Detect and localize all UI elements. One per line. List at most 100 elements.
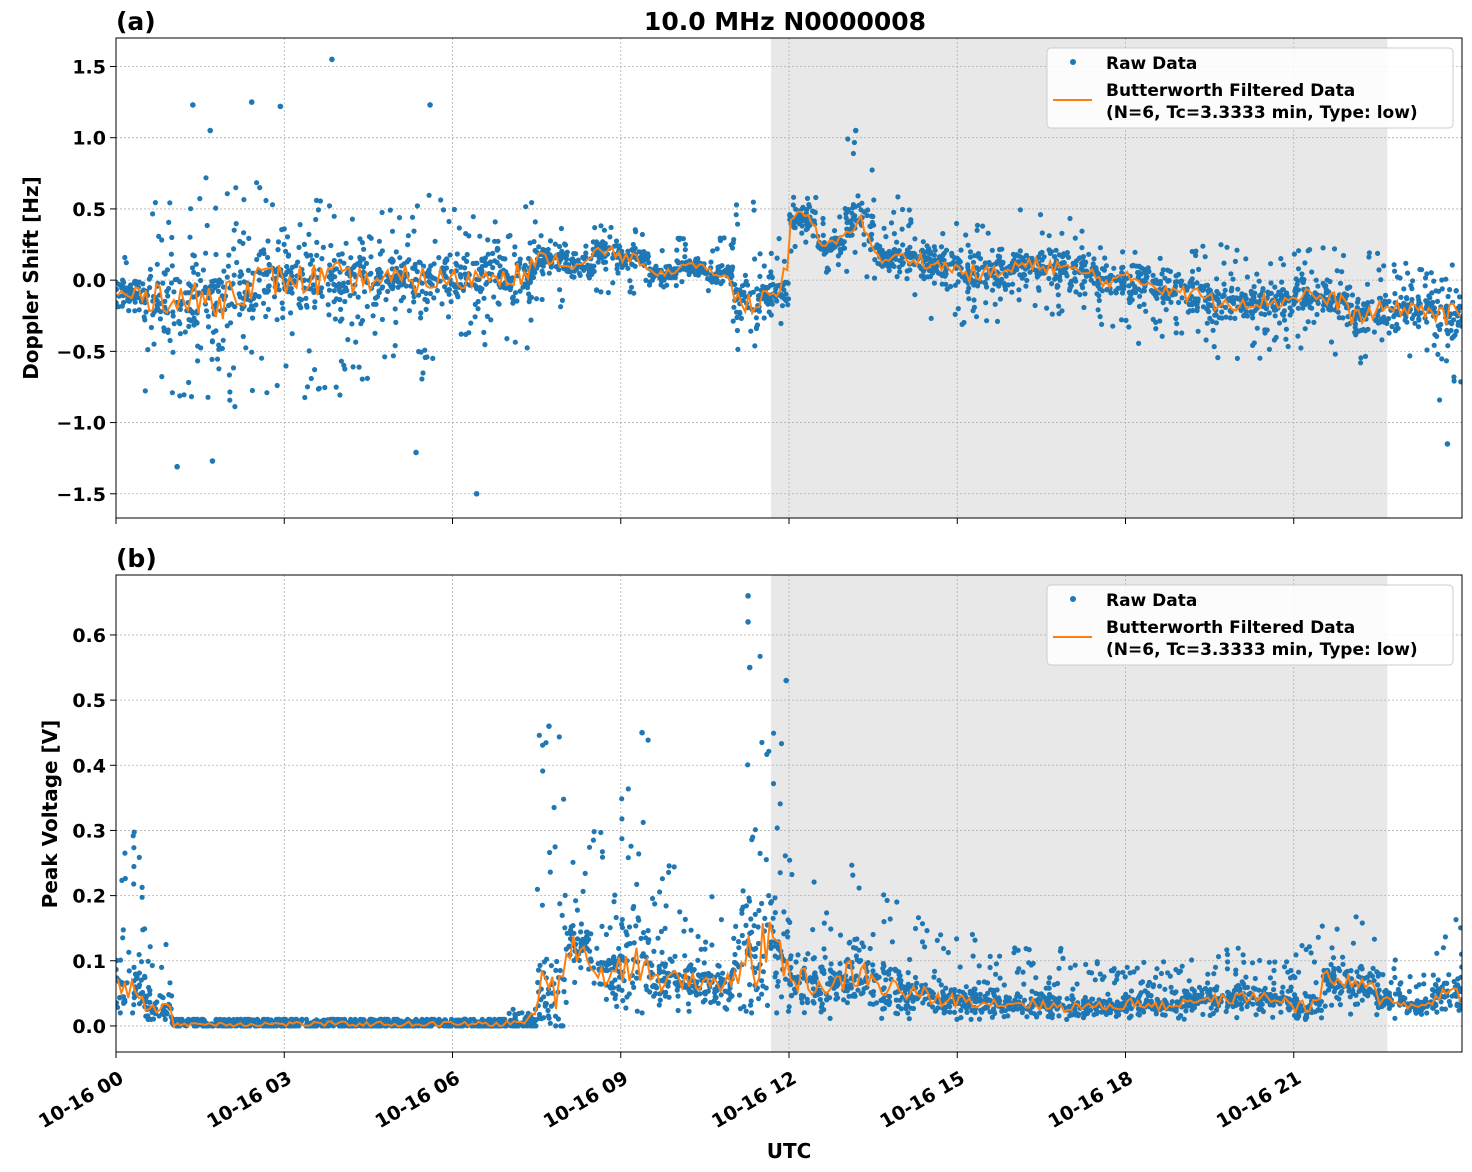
raw-data-point xyxy=(940,991,946,997)
raw-data-point xyxy=(775,978,781,985)
raw-data-point xyxy=(571,251,577,257)
y-tick-label: −0.5 xyxy=(56,341,106,363)
raw-data-point xyxy=(793,206,799,212)
raw-data-point xyxy=(747,930,753,937)
raw-data-point xyxy=(1381,314,1387,320)
raw-data-point xyxy=(378,1016,384,1023)
raw-data-point xyxy=(792,990,798,996)
raw-data-point xyxy=(1097,314,1103,320)
raw-data-point xyxy=(151,341,157,347)
raw-data-point xyxy=(835,262,842,268)
raw-data-point xyxy=(1152,280,1158,286)
raw-data-point xyxy=(1403,260,1409,266)
raw-data-point xyxy=(511,251,517,258)
raw-data-point xyxy=(191,253,197,259)
raw-data-point xyxy=(674,247,680,253)
raw-data-point xyxy=(997,975,1003,981)
raw-data-point xyxy=(772,910,778,916)
raw-data-point xyxy=(799,1000,805,1006)
raw-data-point xyxy=(732,282,738,288)
raw-data-point xyxy=(647,989,653,995)
raw-data-point xyxy=(1118,317,1125,323)
raw-data-point xyxy=(781,909,787,915)
raw-data-point xyxy=(912,925,919,932)
raw-data-point xyxy=(1320,307,1326,313)
raw-data-point xyxy=(1444,327,1450,333)
raw-data-point xyxy=(603,266,609,272)
raw-data-point xyxy=(398,263,405,269)
raw-data-point xyxy=(464,251,470,258)
raw-data-point xyxy=(879,1015,885,1021)
raw-data-point xyxy=(729,245,736,251)
raw-data-point xyxy=(1265,289,1271,295)
raw-data-point xyxy=(760,283,766,289)
raw-data-point xyxy=(1348,302,1355,308)
raw-data-point xyxy=(1453,288,1459,294)
raw-data-point xyxy=(444,256,450,262)
raw-data-point xyxy=(1451,378,1457,384)
raw-data-point xyxy=(709,942,715,948)
raw-data-point xyxy=(850,150,857,157)
raw-data-point xyxy=(557,287,563,293)
raw-data-point xyxy=(339,316,345,322)
raw-data-point xyxy=(1073,258,1080,264)
raw-data-point xyxy=(1401,286,1407,292)
raw-data-point xyxy=(1234,355,1240,361)
raw-data-point xyxy=(1001,982,1007,988)
raw-data-point xyxy=(660,978,666,984)
raw-data-point xyxy=(1331,246,1338,252)
raw-data-point xyxy=(484,313,490,319)
raw-data-point xyxy=(619,917,625,923)
raw-data-point xyxy=(148,324,154,331)
raw-data-point xyxy=(761,263,767,269)
raw-data-point xyxy=(237,238,243,244)
raw-data-point xyxy=(418,315,424,321)
raw-data-point xyxy=(636,917,642,923)
raw-data-point xyxy=(851,991,857,997)
raw-data-point xyxy=(941,1010,947,1016)
raw-data-point xyxy=(1010,281,1016,287)
raw-data-point xyxy=(210,329,217,335)
raw-data-point xyxy=(233,185,239,191)
raw-data-point xyxy=(1278,256,1284,262)
raw-data-point xyxy=(1163,307,1169,313)
raw-data-point xyxy=(396,215,403,221)
raw-data-point xyxy=(147,944,153,950)
raw-data-point xyxy=(1209,318,1215,325)
raw-data-point xyxy=(1120,249,1126,255)
raw-data-point xyxy=(296,296,302,302)
raw-data-point xyxy=(1438,321,1444,328)
raw-data-point xyxy=(874,242,880,248)
raw-data-point xyxy=(1365,300,1371,306)
raw-data-point xyxy=(553,967,559,974)
raw-data-point xyxy=(847,219,853,225)
raw-data-point xyxy=(800,975,807,981)
raw-data-point xyxy=(933,1008,939,1014)
raw-data-point xyxy=(1437,397,1443,403)
raw-data-point xyxy=(1126,289,1132,295)
raw-data-point xyxy=(1416,317,1422,323)
raw-data-point xyxy=(195,358,201,364)
raw-data-point xyxy=(221,268,227,274)
raw-data-point xyxy=(308,286,314,292)
raw-data-point xyxy=(1458,318,1462,324)
raw-data-point xyxy=(967,254,974,260)
raw-data-point xyxy=(277,103,284,110)
raw-data-point xyxy=(733,923,739,930)
raw-data-point xyxy=(539,902,546,908)
raw-data-point xyxy=(1119,265,1125,271)
raw-data-point xyxy=(1271,337,1277,343)
raw-data-point xyxy=(883,234,889,240)
raw-data-point xyxy=(753,325,760,332)
raw-data-point xyxy=(152,200,158,206)
raw-data-point xyxy=(239,272,245,278)
raw-data-point xyxy=(779,303,786,309)
raw-data-point xyxy=(418,310,424,316)
raw-data-point xyxy=(989,287,996,293)
raw-data-point xyxy=(383,297,389,303)
raw-data-point xyxy=(131,845,137,851)
raw-data-point xyxy=(965,242,971,248)
raw-data-point xyxy=(881,997,887,1004)
raw-data-point xyxy=(602,967,608,973)
